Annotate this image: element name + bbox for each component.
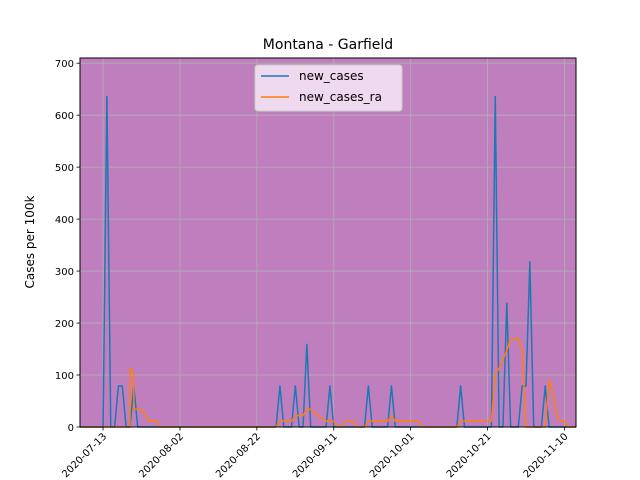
y-axis: 0 100 200 300 400 500 600 700 <box>55 59 80 434</box>
y-tick-label: 200 <box>55 319 74 330</box>
legend-label-new_cases: new_cases <box>299 69 364 83</box>
y-tick-label: 500 <box>55 163 74 174</box>
y-tick-label: 0 <box>68 423 74 434</box>
y-tick-label: 400 <box>55 215 74 226</box>
plot-area <box>80 58 576 427</box>
y-tick-label: 600 <box>55 111 74 122</box>
y-tick-label: 700 <box>55 59 74 70</box>
y-axis-label: Cases per 100k <box>23 195 37 288</box>
y-tick-label: 300 <box>55 267 74 278</box>
legend: new_cases new_cases_ra <box>254 64 403 112</box>
plot-frame <box>79 57 577 428</box>
legend-frame <box>254 64 403 112</box>
y-tick-label: 100 <box>55 371 74 382</box>
grid <box>80 58 576 428</box>
chart-title: Montana - Garfield <box>263 37 393 53</box>
legend-label-new_cases_ra: new_cases_ra <box>299 90 382 104</box>
